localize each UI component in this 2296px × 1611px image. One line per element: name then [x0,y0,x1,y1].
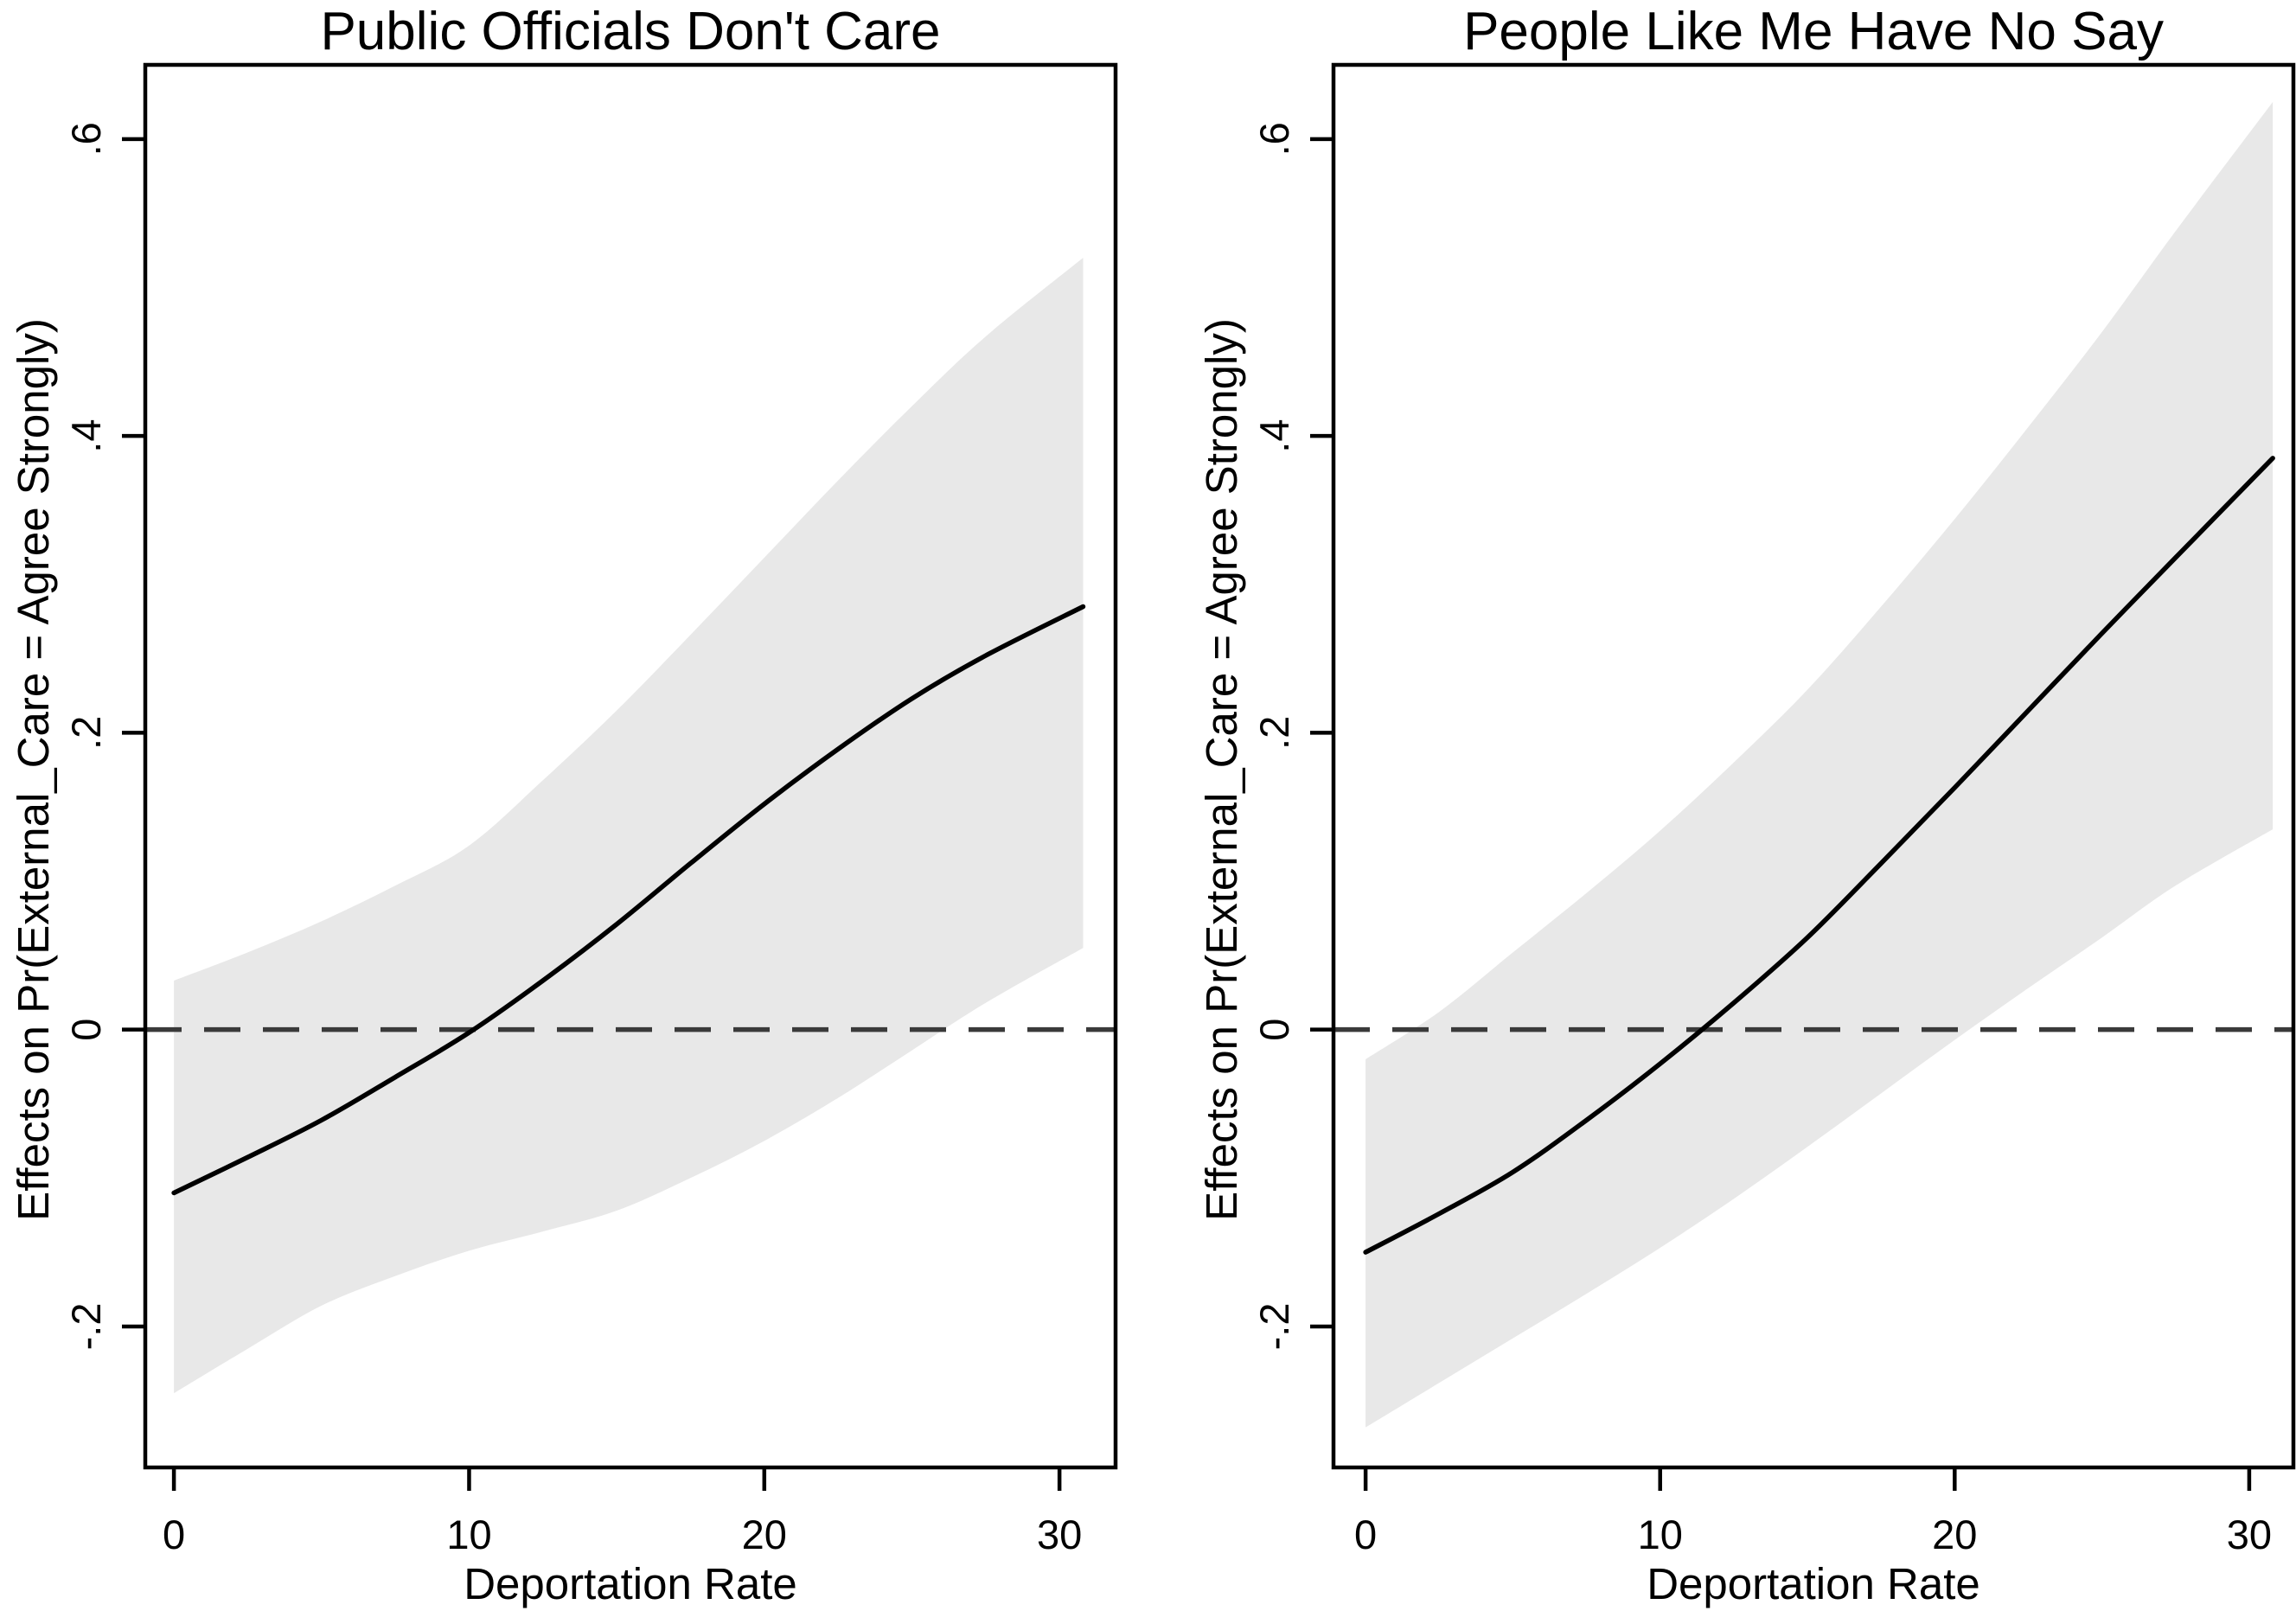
plot-frame [143,62,1118,1470]
x-tick-label: 30 [1037,1512,1082,1557]
x-tick-label: 30 [2227,1512,2272,1557]
y-axis-title: Effects on Pr(External_Care = Agree Stro… [9,318,58,1221]
marginal-effect-line [171,604,1086,1196]
x-tick-label: 20 [1932,1512,1977,1557]
y-tick-label: .6 [1251,122,1297,156]
confidence-band [174,258,1084,1394]
panel-right: People Like Me Have No Say Effects on Pr… [1197,2,2296,1608]
y-tick-label: -.2 [1251,1303,1297,1351]
x-axis-title: Deportation Rate [464,1559,797,1608]
panel-left: Public Officials Don't Care Effects on P… [9,2,1118,1608]
y-tick-label: -.2 [63,1303,109,1351]
y-tick-label: .2 [1251,716,1297,750]
y-tick-label: .6 [63,122,109,156]
marginal-effect-line [1363,456,2275,1255]
x-tick-label: 0 [1354,1512,1377,1557]
y-tick-label: .4 [63,419,109,452]
y-axis-title: Effects on Pr(External_Care = Agree Stro… [1197,318,1246,1221]
y-tick-label: .4 [1251,419,1297,452]
y-tick-label: 0 [63,1019,109,1041]
x-tick-label: 0 [163,1512,185,1557]
panel-title: People Like Me Have No Say [1463,2,2164,61]
confidence-band [1365,101,2274,1428]
panel-title: Public Officials Don't Care [320,2,940,61]
x-axis-title: Deportation Rate [1647,1559,1980,1608]
plot-area: -.2 0 .2 .4 .6 0 10 20 30 [63,62,1118,1557]
x-tick-label: 10 [1638,1512,1683,1557]
plot-frame [1331,62,2296,1470]
x-tick-label: 20 [742,1512,787,1557]
y-tick-label: 0 [1251,1019,1297,1041]
y-tick-label: .2 [63,716,109,750]
plot-area: -.2 0 .2 .4 .6 0 10 20 30 [1251,62,2296,1557]
x-tick-label: 10 [446,1512,491,1557]
